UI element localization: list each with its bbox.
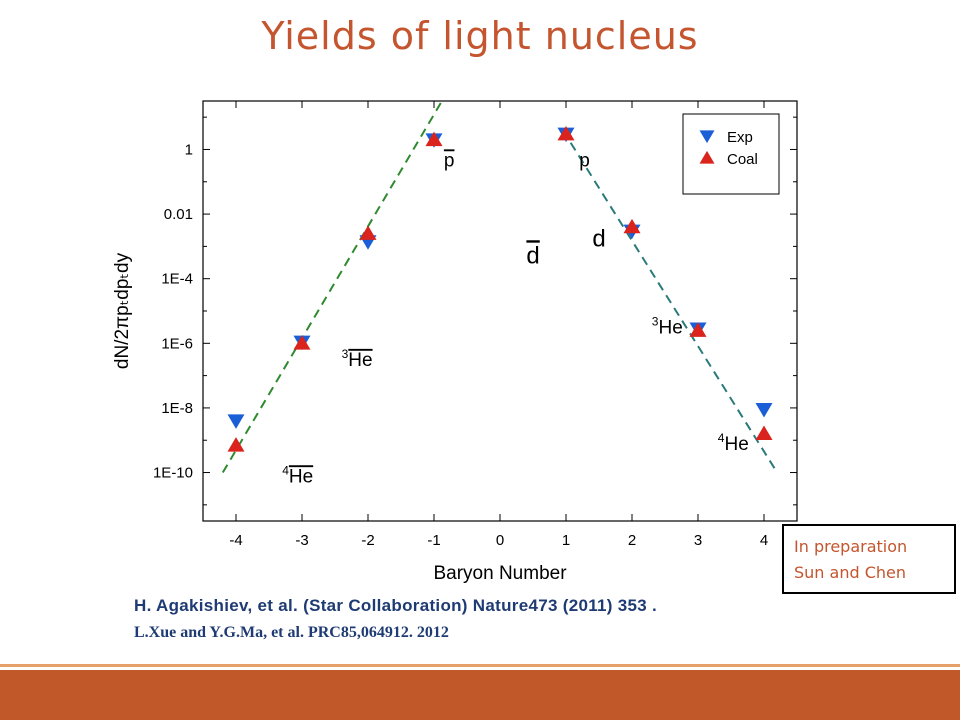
x-tick-label: 0 <box>496 532 504 549</box>
legend-exp-marker <box>699 130 715 144</box>
coal-marker <box>359 225 377 240</box>
x-tick-label: 1 <box>562 532 570 549</box>
x-tick-label: -1 <box>427 532 440 549</box>
plot-area <box>221 101 779 474</box>
reference-2: L.Xue and Y.G.Ma, et al. PRC85,064912. 2… <box>134 624 449 641</box>
x-tick-label: 3 <box>694 532 702 549</box>
coal-marker <box>557 125 575 141</box>
legend-box <box>682 113 780 195</box>
particle-label: 4He <box>282 463 313 487</box>
coal-marker <box>293 335 311 350</box>
particle-symbol: p <box>444 150 455 171</box>
coal-marker <box>425 131 443 147</box>
particle-symbol: d <box>526 242 539 269</box>
y-tick-label: 0.01 <box>164 206 193 223</box>
slide-title: Yields of light nucleus <box>261 14 699 58</box>
legend-label: Coal <box>727 151 758 168</box>
exp-marker <box>755 403 773 418</box>
x-tick-label: -2 <box>361 532 374 549</box>
coal-marker <box>227 437 245 452</box>
note-box: In preparation Sun and Chen <box>782 524 956 594</box>
fit-line <box>561 129 779 474</box>
x-tick-label: 4 <box>760 532 768 549</box>
footer-line <box>0 664 960 667</box>
coal-marker <box>689 322 707 337</box>
x-axis-label: Baryon Number <box>433 563 567 584</box>
particle-symbol: He <box>289 466 313 487</box>
note-line-2: Sun and Chen <box>794 563 907 582</box>
particle-symbol: p <box>579 150 590 171</box>
legend-coal-marker <box>699 150 715 164</box>
y-tick-label: 1 <box>185 141 193 158</box>
y-axis-label: dN/2πpₜdpₜdy <box>112 252 133 369</box>
y-tick-label: 1E-4 <box>161 271 193 288</box>
y-tick-label: 1E-10 <box>153 465 193 482</box>
particle-label: 3He <box>652 315 683 339</box>
particle-mass-number: 4 <box>718 431 725 445</box>
particle-symbol: He <box>658 318 682 339</box>
exp-marker <box>227 414 245 429</box>
x-tick-label: -3 <box>295 532 308 549</box>
coal-marker <box>755 425 773 441</box>
particle-mass-number: 4 <box>282 463 289 477</box>
y-tick-label: 1E-8 <box>161 400 193 417</box>
particle-label: 3He <box>342 347 373 371</box>
particle-label: d <box>592 225 605 252</box>
fit-line <box>221 101 444 474</box>
legend-label: Exp <box>727 129 753 146</box>
note-line-1: In preparation <box>794 537 908 556</box>
particle-label: p <box>579 150 590 171</box>
particle-symbol: He <box>724 434 748 455</box>
x-tick-label: 2 <box>628 532 636 549</box>
particle-symbol: He <box>348 350 372 371</box>
particle-mass-number: 3 <box>342 347 349 361</box>
particle-label: p <box>444 150 455 171</box>
x-tick-label: -4 <box>229 532 242 549</box>
particle-label: d <box>526 242 539 269</box>
footer-bar <box>0 670 960 720</box>
coal-marker <box>623 218 641 234</box>
y-tick-label: 1E-6 <box>161 335 193 352</box>
particle-label: 4He <box>718 431 749 455</box>
reference-1: H. Agakishiev, et al. (Star Collaboratio… <box>134 596 658 615</box>
particle-symbol: d <box>592 225 605 252</box>
yields-chart: -4 -3 -2 -1 0 1 2 3 4 1 0.01 1E-4 1E-6 1E-8 1E-10 Baryo… <box>112 100 798 584</box>
particle-mass-number: 3 <box>652 315 659 329</box>
